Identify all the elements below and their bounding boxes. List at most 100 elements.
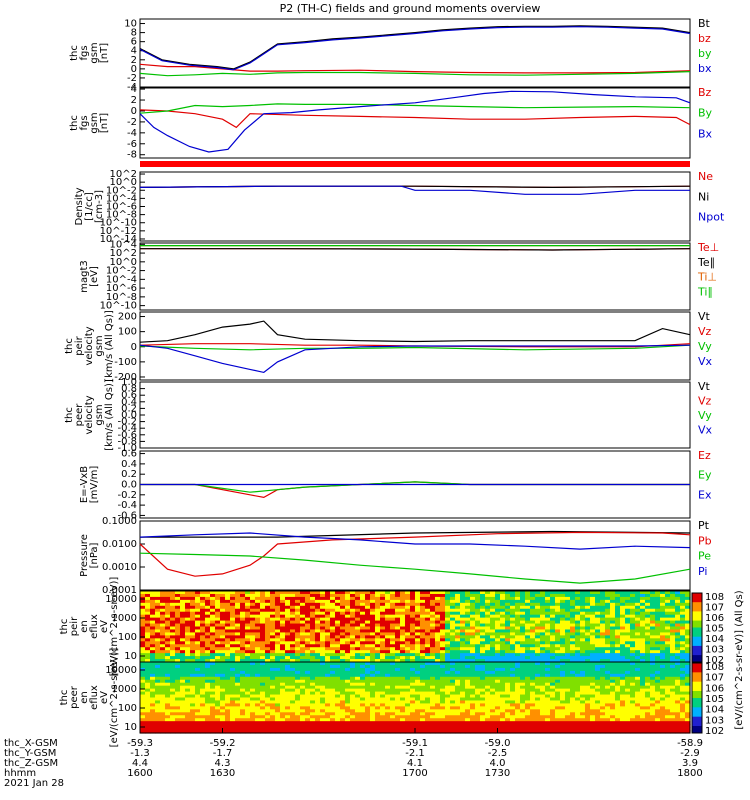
spectrogram-cell	[380, 727, 386, 731]
spectrogram-cell	[275, 644, 281, 648]
spectrogram-cell	[160, 682, 166, 687]
spectrogram-cell	[470, 591, 476, 595]
spectrogram-cell	[390, 667, 396, 672]
spectrogram-cell	[420, 697, 426, 702]
spectrogram-cell	[200, 623, 206, 628]
spectrogram-cell	[555, 623, 561, 628]
spectrogram-cell	[245, 599, 251, 604]
spectrogram-cell	[585, 620, 591, 625]
spectrogram-cell	[660, 608, 666, 613]
spectrogram-cell	[350, 623, 356, 628]
spectrogram-cell	[300, 632, 306, 636]
spectrogram-cell	[340, 676, 346, 681]
spectrogram-cell	[410, 724, 416, 728]
spectrogram-cell	[315, 632, 321, 636]
spectrogram-cell	[155, 596, 161, 601]
spectrogram-cell	[540, 670, 546, 675]
spectrogram-cell	[160, 724, 166, 728]
spectrogram-cell	[515, 664, 521, 669]
spectrogram-cell	[535, 629, 541, 634]
spectrogram-cell	[260, 608, 266, 613]
spectrogram-cell	[450, 626, 456, 631]
spectrogram-cell	[255, 679, 261, 684]
spectrogram-cell	[570, 703, 576, 707]
spectrogram-cell	[490, 700, 496, 705]
spectrogram-cell	[555, 632, 561, 636]
spectrogram-cell	[155, 591, 161, 595]
spectrogram-cell	[210, 620, 216, 625]
spectrogram-cell	[225, 647, 231, 651]
spectrogram-cell	[640, 659, 646, 663]
spectrogram-cell	[540, 727, 546, 731]
spectrogram-cell	[175, 700, 181, 705]
spectrogram-cell	[265, 632, 271, 636]
spectrogram-cell	[595, 591, 601, 595]
spectrogram-cell	[640, 591, 646, 595]
spectrogram-cell	[465, 673, 471, 678]
y-tick-label: 10^-10	[100, 218, 137, 229]
spectrogram-cell	[470, 703, 476, 707]
spectrogram-cell	[140, 647, 146, 651]
spectrogram-cell	[250, 617, 256, 622]
spectrogram-cell	[205, 706, 211, 710]
spectrogram-cell	[480, 623, 486, 628]
spectrogram-cell	[145, 653, 151, 657]
spectrogram-cell	[205, 641, 211, 645]
spectrogram-cell	[380, 599, 386, 604]
spectrogram-cell	[480, 599, 486, 604]
spectrogram-cell	[555, 656, 561, 660]
spectrogram-cell	[410, 664, 416, 669]
spectrogram-cell	[390, 656, 396, 660]
spectrogram-cell	[265, 706, 271, 710]
spectrogram-cell	[670, 599, 676, 604]
spectrogram-cell	[510, 673, 516, 678]
spectrogram-cell	[620, 611, 626, 616]
spectrogram-cell	[185, 611, 191, 616]
spectrogram-cell	[145, 673, 151, 678]
spectrogram-cell	[315, 596, 321, 601]
spectrogram-cell	[155, 632, 161, 636]
spectrogram-cell	[160, 697, 166, 702]
spectrogram-cell	[290, 593, 296, 598]
spectrogram-cell	[150, 632, 156, 636]
spectrogram-cell	[655, 659, 661, 663]
spectrogram-cell	[190, 703, 196, 707]
spectrogram-cell	[285, 673, 291, 678]
spectrogram-cell	[675, 647, 681, 651]
spectrogram-cell	[520, 659, 526, 663]
spectrogram-cell	[245, 670, 251, 675]
spectrogram-cell	[250, 694, 256, 699]
spectrogram-cell	[535, 641, 541, 645]
spectrogram-cell	[455, 718, 461, 722]
spectrogram-cell	[415, 727, 421, 731]
spectrogram-cell	[195, 721, 201, 725]
spectrogram-cell	[205, 611, 211, 616]
spectrogram-cell	[345, 697, 351, 702]
spectrogram-cell	[250, 724, 256, 728]
y-axis-label-line: thc	[69, 45, 80, 61]
spectrogram-cell	[360, 662, 366, 666]
spectrogram-cell	[260, 712, 266, 716]
spectrogram-cell	[335, 697, 341, 702]
spectrogram-cell	[530, 691, 536, 696]
spectrogram-cell	[145, 641, 151, 645]
spectrogram-cell	[585, 611, 591, 616]
spectrogram-cell	[465, 626, 471, 631]
spectrogram-cell	[415, 591, 421, 595]
spectrogram-cell	[405, 691, 411, 696]
spectrogram-cell	[460, 715, 466, 719]
spectrogram-cell	[680, 638, 686, 642]
spectrogram-cell	[530, 650, 536, 654]
spectrogram-cell	[355, 724, 361, 728]
spectrogram-cell	[565, 641, 571, 645]
spectrogram-cell	[615, 653, 621, 657]
spectrogram-cell	[505, 691, 511, 696]
spectrogram-cell	[240, 662, 246, 666]
spectrogram-cell	[535, 644, 541, 648]
spectrogram-cell	[355, 638, 361, 642]
spectrogram-cell	[295, 617, 301, 622]
spectrogram-cell	[140, 638, 146, 642]
spectrogram-cell	[165, 653, 171, 657]
spectrogram-cell	[625, 602, 631, 607]
spectrogram-cell	[620, 626, 626, 631]
